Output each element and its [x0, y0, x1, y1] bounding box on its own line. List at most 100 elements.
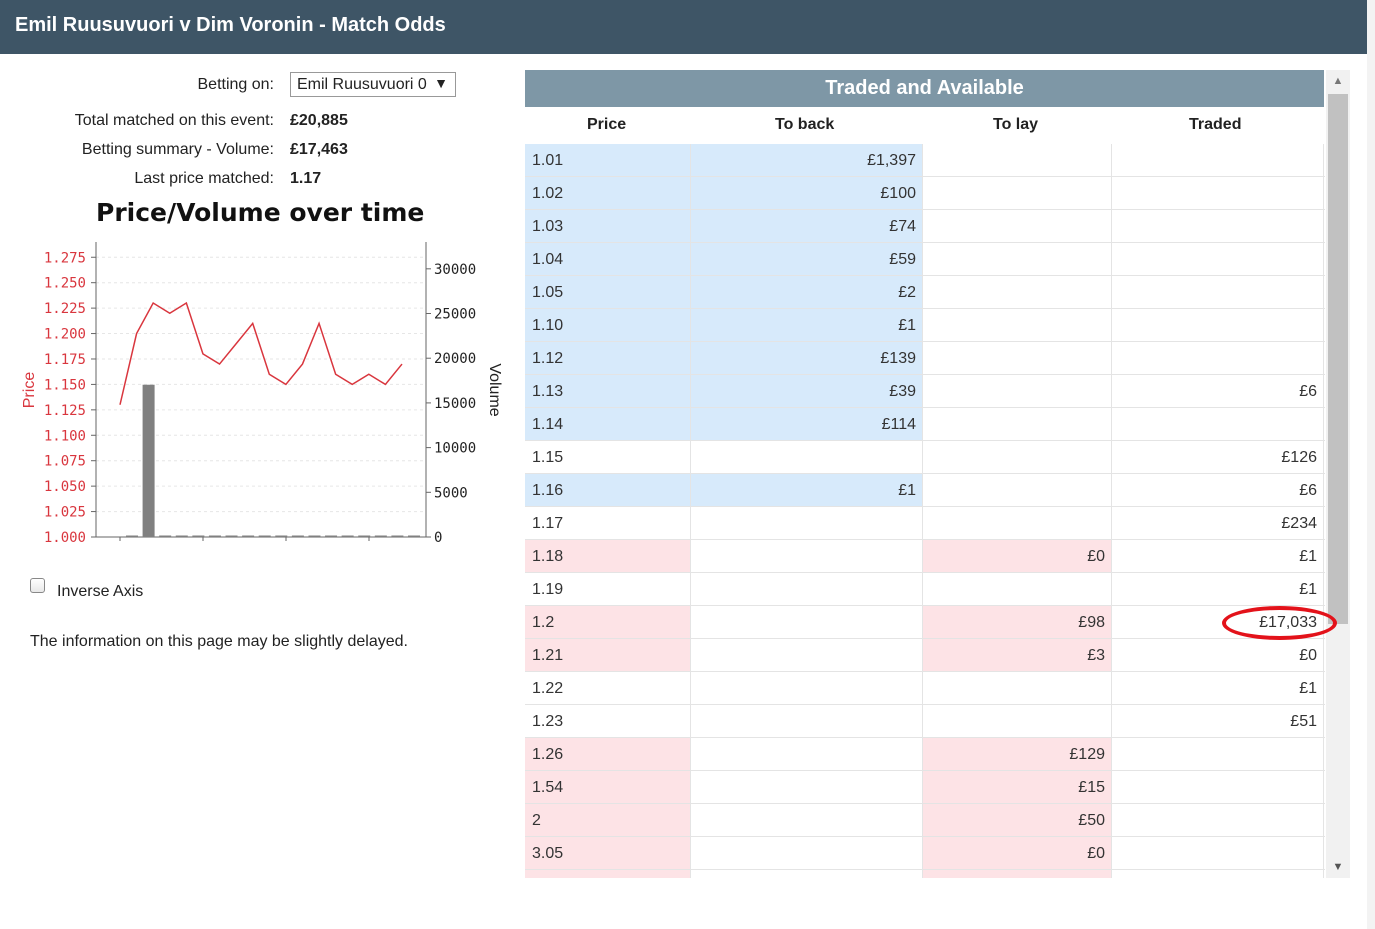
col-header-to-back: To back	[775, 116, 835, 133]
price-cell: 1.15	[525, 441, 691, 473]
traded-available-panel: Traded and Available Price To back To la…	[525, 70, 1325, 878]
volume-bar	[159, 535, 172, 537]
traded-cell	[1112, 276, 1324, 308]
to-back-cell: £1	[691, 309, 923, 341]
to-lay-cell	[923, 441, 1112, 473]
to-lay-cell	[923, 573, 1112, 605]
to-back-cell	[691, 606, 923, 638]
table-row: 1.13 £39 £6	[525, 375, 1325, 408]
traded-cell: £1	[1112, 573, 1324, 605]
to-back-cell	[691, 771, 923, 803]
y2-tick-label: 15000	[434, 396, 476, 412]
traded-cell: £51	[1112, 705, 1324, 737]
volume-bar	[358, 535, 371, 537]
scroll-up-icon[interactable]: ▲	[1332, 75, 1344, 87]
price-cell: 1.23	[525, 705, 691, 737]
to-lay-cell	[923, 342, 1112, 374]
col-header-to-lay: To lay	[993, 116, 1039, 133]
traded-cell	[1112, 243, 1324, 275]
y-tick-label: 1.250	[44, 276, 86, 292]
inverse-axis-label: Inverse Axis	[57, 583, 144, 600]
to-lay-cell	[923, 144, 1112, 176]
price-volume-chart: 1.000 1.025 1.050 1.075 1.100 1.125 1.150 1.175…	[21, 242, 503, 546]
price-cell	[525, 870, 691, 878]
traded-cell	[1112, 408, 1324, 440]
volume-bar	[175, 535, 188, 537]
traded-cell	[1112, 804, 1324, 836]
traded-cell: £1	[1112, 540, 1324, 572]
to-lay-cell	[923, 375, 1112, 407]
table-row: 1.21 £3 £0	[525, 639, 1325, 672]
table-row: 3.05 £0	[525, 837, 1325, 870]
y-tick-label: 1.075	[44, 454, 86, 470]
table-row: 1.15 £126	[525, 441, 1325, 474]
traded-cell	[1112, 177, 1324, 209]
to-back-cell: £39	[691, 375, 923, 407]
to-lay-cell	[923, 276, 1112, 308]
traded-cell	[1112, 342, 1324, 374]
traded-cell: £0	[1112, 639, 1324, 671]
table-row: 1.22 £1	[525, 672, 1325, 705]
table-row: 1.23 £51	[525, 705, 1325, 738]
volume-bar	[192, 535, 205, 537]
price-cell: 1.21	[525, 639, 691, 671]
to-back-cell	[691, 639, 923, 671]
volume-bar	[258, 535, 271, 537]
price-cell: 1.02	[525, 177, 691, 209]
price-cell: 1.54	[525, 771, 691, 803]
price-line	[119, 301, 403, 405]
price-cell: 3.05	[525, 837, 691, 869]
window-edge	[1367, 0, 1375, 929]
price-cell: 1.17	[525, 507, 691, 539]
traded-cell	[1112, 144, 1324, 176]
volume-bar	[208, 535, 221, 537]
to-back-cell	[691, 738, 923, 770]
page-header: Emil Ruusuvuori v Dim Voronin - Match Od…	[0, 0, 1367, 54]
inverse-axis-checkbox[interactable]	[30, 578, 45, 593]
delay-notice: The information on this page may be slig…	[30, 633, 408, 650]
to-back-cell	[691, 573, 923, 605]
to-back-cell: £1,397	[691, 144, 923, 176]
traded-cell: £6	[1112, 474, 1324, 506]
to-back-cell	[691, 672, 923, 704]
table-row: 1.12 £139	[525, 342, 1325, 375]
total-matched-label: Total matched on this event:	[74, 112, 274, 129]
volume-value: £17,463	[290, 141, 348, 158]
to-back-cell	[691, 507, 923, 539]
scrollbar[interactable]: ▲ ▼	[1326, 70, 1350, 878]
to-back-cell	[691, 540, 923, 572]
volume-bar	[242, 535, 255, 537]
table-row: 1.18 £0 £1	[525, 540, 1325, 573]
y2-tick-label: 30000	[434, 262, 476, 278]
traded-cell	[1112, 771, 1324, 803]
table-row: 1.54 £15	[525, 771, 1325, 804]
table-row: 1.03 £74	[525, 210, 1325, 243]
traded-cell: £1	[1112, 672, 1324, 704]
to-back-cell	[691, 441, 923, 473]
price-cell: 1.05	[525, 276, 691, 308]
to-back-cell: £114	[691, 408, 923, 440]
col-header-traded: Traded	[1189, 116, 1242, 133]
y2-tick-label: 10000	[434, 441, 476, 457]
volume-bar	[374, 535, 387, 537]
y2-tick-label: 5000	[434, 485, 468, 501]
volume-bar	[142, 384, 155, 537]
betting-on-select[interactable]: Emil Ruusuvuori 0 ▼	[290, 72, 456, 97]
y2-tick-label: 20000	[434, 351, 476, 367]
volume-bar	[341, 535, 354, 537]
price-cell: 1.26	[525, 738, 691, 770]
to-lay-cell	[923, 177, 1112, 209]
table-row: 1.05 £2	[525, 276, 1325, 309]
price-cell: 1.13	[525, 375, 691, 407]
betting-on-value: Emil Ruusuvuori 0	[297, 76, 427, 93]
price-cell: 1.16	[525, 474, 691, 506]
y-tick-label: 1.100	[44, 428, 86, 444]
table-row: 1.14 £114	[525, 408, 1325, 441]
to-back-cell: £139	[691, 342, 923, 374]
scrollbar-thumb[interactable]	[1328, 94, 1348, 624]
price-cell: 2	[525, 804, 691, 836]
y2-tick-label: 25000	[434, 307, 476, 323]
last-price-label: Last price matched:	[134, 170, 274, 187]
scroll-down-icon[interactable]: ▼	[1332, 861, 1344, 873]
traded-cell: £17,033	[1112, 606, 1324, 638]
